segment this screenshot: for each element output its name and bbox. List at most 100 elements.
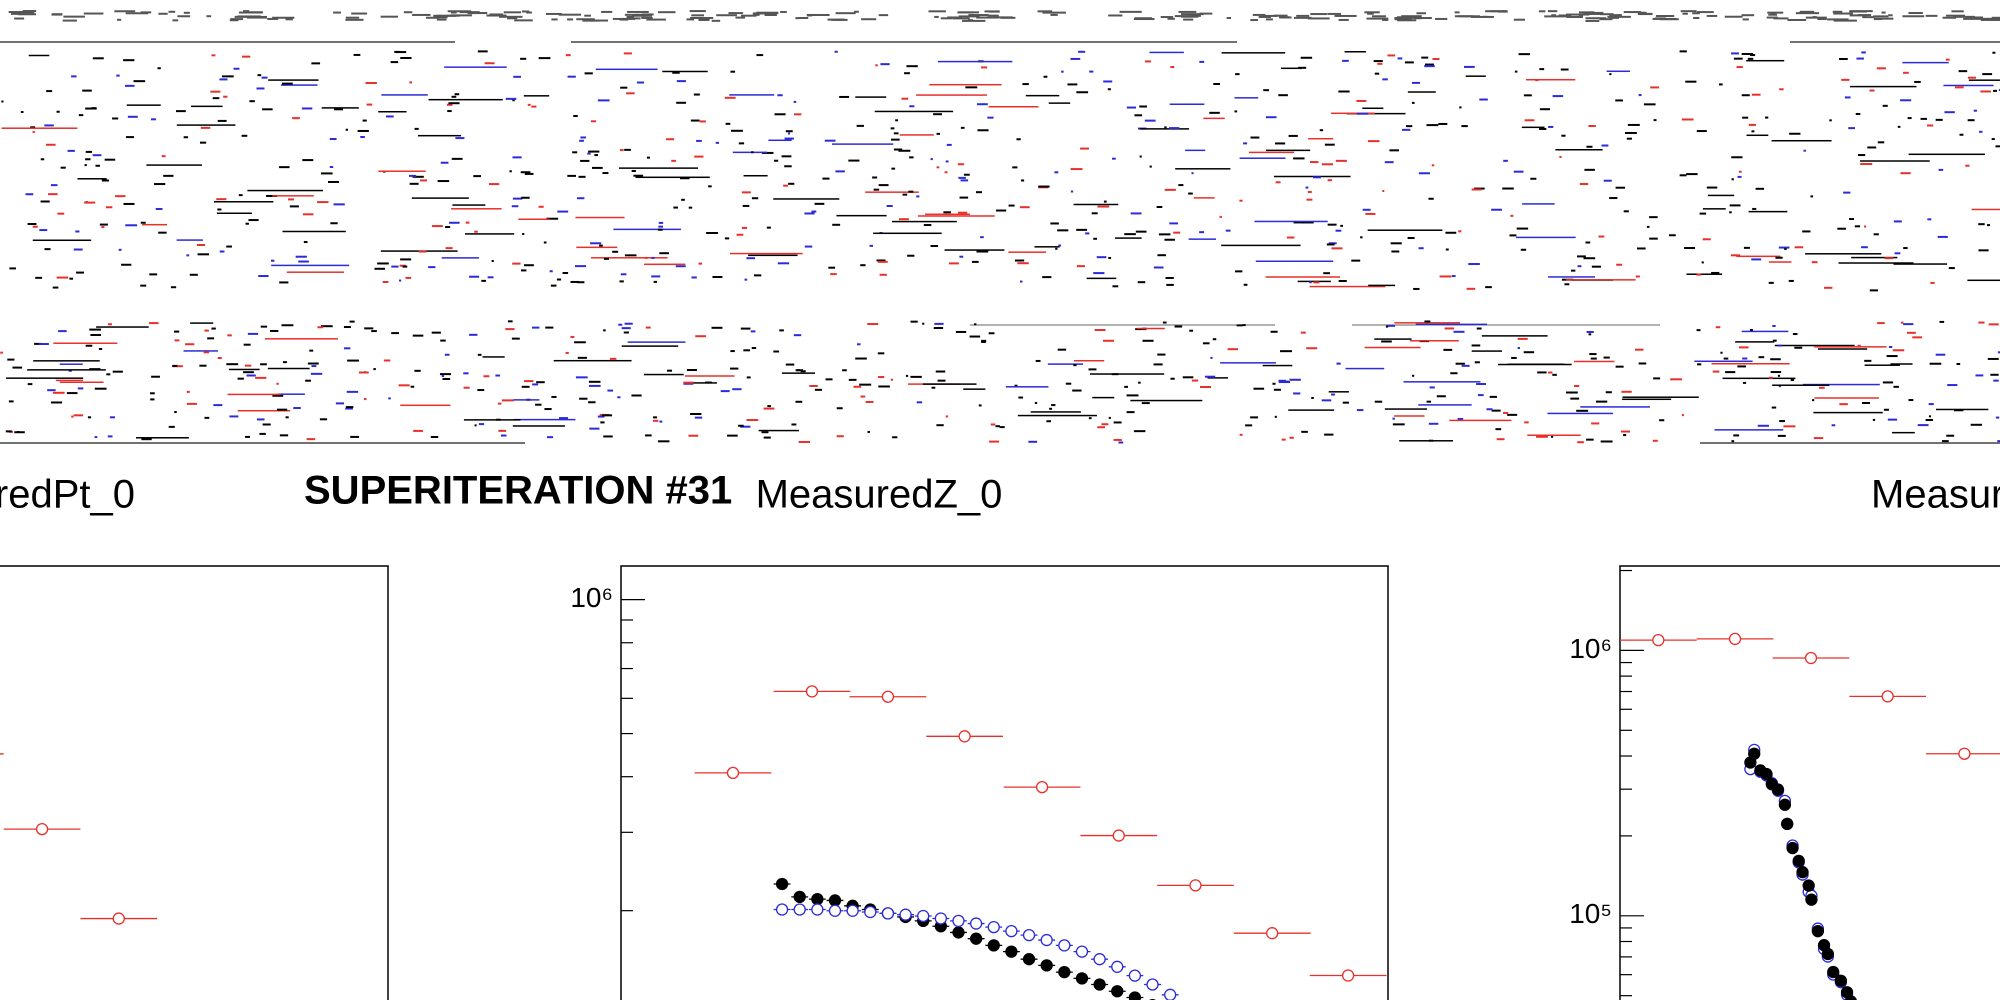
residue-dash	[832, 223, 841, 226]
residue-dash	[1134, 114, 1143, 117]
residue-dash	[1054, 171, 1059, 174]
residue-dash	[873, 188, 880, 191]
residue-dash	[523, 95, 550, 97]
residue-dash	[1443, 348, 1453, 351]
residue-dash	[974, 323, 977, 326]
residue-dash	[905, 374, 909, 377]
residue-dash	[1514, 70, 1518, 73]
residue-dash	[1108, 256, 1112, 259]
residue-dash	[1856, 57, 1864, 60]
residue-dash	[1413, 17, 1422, 20]
residue-dash	[282, 361, 287, 364]
residue-dash	[574, 265, 587, 268]
residue-dash	[1310, 13, 1327, 16]
residue-dash	[892, 220, 957, 223]
residue-dash	[1731, 178, 1734, 181]
residue-dash	[860, 395, 866, 398]
residue-dash	[1686, 273, 1723, 275]
residue-dash	[646, 18, 666, 21]
residue-dash	[957, 163, 965, 166]
residue-dash	[1042, 276, 1052, 279]
residue-dash	[1935, 353, 1946, 356]
residue-dash	[1432, 57, 1440, 60]
residue-dash	[1491, 409, 1501, 412]
residue-dash	[1093, 237, 1097, 240]
residue-dash	[1274, 175, 1351, 178]
residue-dash	[1712, 370, 1720, 373]
chart-panel: redPt_0	[0, 473, 389, 1000]
residue-dash	[814, 202, 825, 205]
residue-dash	[495, 374, 500, 377]
residue-dash	[1094, 329, 1106, 332]
residue-dash	[1979, 130, 1983, 133]
residue-dash	[1042, 11, 1066, 14]
residue-dash	[449, 221, 460, 224]
residue-dash	[1225, 229, 1231, 232]
data-point	[1164, 988, 1177, 1000]
residue-dash	[362, 119, 367, 122]
residue-dash	[442, 377, 451, 380]
residue-dash	[197, 253, 210, 256]
residue-dash	[735, 16, 745, 19]
residue-dash	[588, 401, 596, 404]
residue-dash	[85, 344, 93, 347]
residue-dash	[576, 197, 585, 200]
residue-dash	[1742, 18, 1749, 21]
residue-dash	[753, 274, 762, 277]
residue-dash	[758, 429, 799, 432]
residue-dash	[1615, 99, 1623, 102]
residue-dash	[1903, 71, 1909, 74]
residue-dash	[360, 136, 365, 139]
residue-dash	[358, 371, 369, 374]
residue-dash	[1306, 198, 1313, 201]
residue-dash	[1265, 116, 1277, 119]
data-point	[987, 920, 1000, 934]
residue-dash	[1591, 422, 1600, 425]
residue-dash	[1586, 145, 1593, 148]
residue-dash	[839, 95, 850, 98]
residue-dash	[1928, 415, 1931, 418]
residue-dash	[527, 103, 531, 106]
residue-dash	[150, 398, 155, 401]
residue-dash	[1547, 10, 1558, 13]
residue-dash	[890, 138, 900, 141]
residue-dash	[1524, 119, 1535, 122]
residue-dash	[1374, 338, 1412, 340]
residue-dash	[378, 110, 407, 113]
residue-dash	[1089, 373, 1165, 375]
residue-dash	[1057, 229, 1069, 232]
residue-dash	[588, 380, 601, 383]
residue-dash	[1997, 440, 2000, 443]
residue-dash	[1389, 149, 1399, 152]
residue-dash	[922, 322, 925, 325]
residue-dash	[804, 212, 815, 215]
residue-dash	[1067, 83, 1078, 86]
residue-dash	[1453, 330, 1465, 333]
residue-dash	[738, 142, 745, 145]
residue-dash	[727, 434, 738, 437]
residue-dash	[445, 247, 453, 250]
residue-dash	[590, 257, 668, 259]
residue-dash	[1227, 348, 1239, 351]
residue-dash	[124, 84, 135, 87]
residue-dash	[1882, 381, 1894, 384]
residue-dash	[1170, 66, 1175, 69]
residue-dash	[1951, 10, 1964, 13]
residue-dash	[477, 389, 485, 392]
residue-dash	[1869, 289, 1878, 292]
residue-dash	[1202, 342, 1210, 345]
residue-dash	[1130, 212, 1142, 215]
residue-dash	[579, 397, 588, 400]
overlapping-canvas-residue	[0, 10, 2000, 444]
residue-dash	[1262, 14, 1278, 17]
residue-dash	[910, 375, 922, 378]
residue-dash	[853, 10, 859, 13]
data-point	[1652, 634, 1665, 647]
residue-dash	[267, 17, 279, 20]
data-point	[793, 903, 806, 916]
residue-dash	[311, 62, 321, 65]
residue-dash	[1583, 257, 1596, 260]
residue-dash	[1888, 345, 1893, 348]
residue-dash	[123, 59, 135, 62]
residue-dash	[891, 167, 896, 170]
